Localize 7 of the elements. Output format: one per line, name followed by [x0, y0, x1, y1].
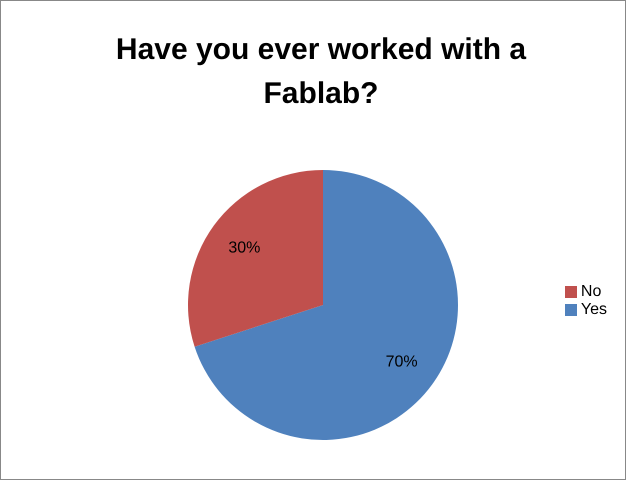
pie-slice [194, 170, 458, 440]
pie-slice [188, 170, 323, 347]
legend-label: Yes [580, 301, 607, 318]
data-label: 70% [386, 354, 418, 371]
data-label: 30% [228, 239, 260, 256]
legend-label: No [580, 283, 602, 300]
chart-title: Have you ever worked with a Fablab? [116, 33, 526, 110]
